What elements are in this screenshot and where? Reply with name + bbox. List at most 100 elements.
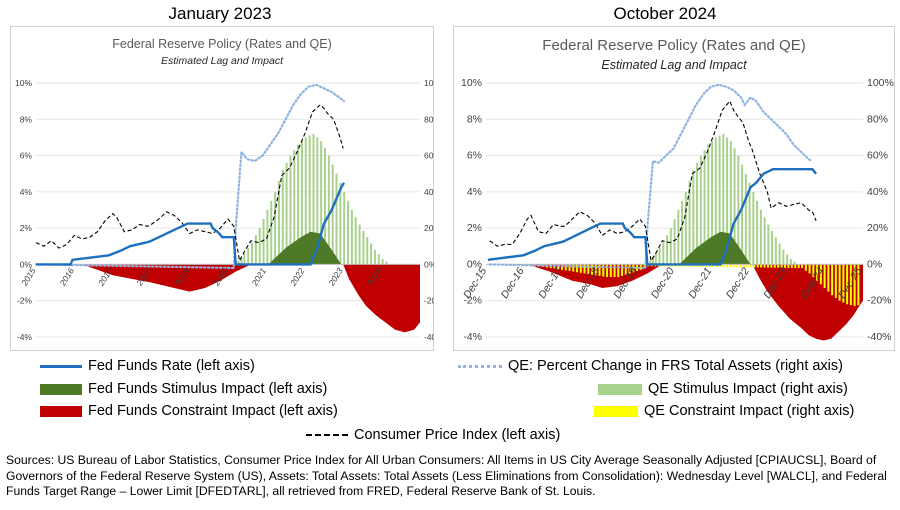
qe-constraint-bar	[794, 264, 797, 268]
legend-qe-constraint: QE Constraint Impact (right axis)	[594, 403, 854, 419]
qe-stimulus-bar	[240, 257, 243, 265]
qe-stimulus-bar	[752, 191, 755, 265]
ff-stimulus-area	[268, 231, 342, 265]
qe-stimulus-bar	[308, 135, 311, 265]
qe-stimulus-bar	[707, 144, 710, 265]
qe-stimulus-bar	[793, 261, 796, 265]
qe-constraint-bar	[790, 264, 793, 268]
qe-constraint-bar	[712, 264, 715, 267]
qe-stimulus-bar	[327, 155, 330, 265]
legend-fed-funds-rate: Fed Funds Rate (left axis)	[40, 358, 255, 374]
left-axis-tick-label: -4%	[17, 332, 33, 342]
legend-qe-stimulus: QE Stimulus Impact (right axis)	[598, 381, 848, 397]
qe-constraint-bar	[729, 264, 732, 268]
ff-constraint-area	[527, 264, 863, 341]
qe-constraint-bar	[598, 264, 601, 276]
area-swatch	[598, 383, 642, 395]
right-axis-tick-label: -20%	[867, 295, 892, 307]
qe-stimulus-bar	[786, 254, 789, 265]
left-axis-tick-label: 10%	[15, 78, 32, 88]
qe-stimulus-bar	[343, 191, 346, 265]
qe-constraint-bar	[572, 264, 575, 272]
qe-stimulus-bar	[789, 258, 792, 265]
qe-constraint-bar	[606, 264, 609, 278]
qe-constraint-bar	[583, 264, 586, 274]
qe-stimulus-bar	[281, 170, 284, 265]
qe-constraint-bar	[602, 264, 605, 277]
ff-constraint-area	[82, 264, 420, 333]
qe-stimulus-bar	[237, 260, 240, 265]
right-axis-tick-label: 100%	[424, 78, 434, 88]
qe-constraint-bar	[831, 264, 834, 296]
qe-constraint-bar	[624, 264, 627, 275]
left-axis-tick-label: 10%	[461, 77, 482, 89]
left-axis-tick-label: 2%	[467, 222, 482, 234]
qe-stimulus-bar	[649, 260, 652, 265]
qe-constraint-bar	[801, 264, 804, 269]
legend-ff-constraint: Fed Funds Constraint Impact (left axis)	[40, 403, 338, 419]
legend-label: QE Stimulus Impact (right axis)	[648, 381, 848, 397]
area-swatch	[40, 383, 82, 395]
qe-constraint-bar	[609, 264, 612, 278]
left-axis-tick-label: 0%	[20, 259, 33, 269]
fed-funds-rate-line	[36, 182, 346, 266]
qe-stimulus-bar	[673, 219, 676, 265]
qe-constraint-bar	[613, 264, 616, 278]
legend-label: Fed Funds Rate (left axis)	[88, 358, 255, 374]
qe-stimulus-bar	[304, 137, 307, 265]
left-axis-tick-label: -2%	[463, 295, 482, 307]
right-axis-tick-label: 20%	[424, 223, 434, 233]
qe-stimulus-bar	[722, 133, 725, 265]
qe-stimulus-bar	[324, 148, 326, 265]
qe-constraint-bar	[736, 264, 739, 268]
cpi-line	[489, 100, 817, 263]
legend-label: QE Constraint Impact (right axis)	[644, 403, 855, 419]
qe-stimulus-bar	[711, 141, 714, 265]
qe-constraint-bar	[743, 264, 746, 268]
qe-stimulus-bar	[251, 242, 254, 265]
qe-stimulus-bar	[718, 135, 721, 265]
right-axis-tick-label: 60%	[424, 151, 434, 161]
qe-constraint-bar	[621, 264, 624, 276]
qe-constraint-bar	[617, 264, 620, 278]
legend-cpi: Consumer Price Index (left axis)	[306, 427, 560, 443]
qe-stimulus-bar	[262, 219, 265, 265]
qe-constraint-bar	[784, 264, 787, 268]
qe-constraint-bar	[594, 264, 597, 276]
left-axis-tick-label: 0%	[467, 258, 482, 270]
qe-constraint-bar	[739, 264, 742, 268]
qe-constraint-bar	[564, 264, 567, 271]
qe-constraint-bar	[846, 264, 849, 305]
qe-stimulus-bar	[362, 230, 365, 265]
qe-stimulus-bar	[681, 200, 684, 265]
qe-stimulus-bar	[373, 249, 376, 265]
qe-stimulus-bar	[759, 209, 762, 265]
qe-constraint-bar	[628, 264, 631, 274]
right-axis-tick-label: 40%	[424, 187, 434, 197]
left-axis-tick-label: 8%	[20, 114, 33, 124]
qe-stimulus-bar	[744, 173, 747, 265]
qe-constraint-bar	[587, 264, 590, 275]
area-swatch	[594, 405, 638, 417]
qe-stimulus-bar	[274, 191, 277, 265]
area-swatch	[40, 405, 82, 417]
qe-stimulus-bar	[669, 228, 672, 265]
qe-stimulus-bar	[289, 155, 292, 265]
qe-stimulus-bar	[726, 137, 729, 265]
right-axis-tick-label: 100%	[867, 77, 894, 89]
qe-constraint-bar	[827, 264, 830, 292]
dotted-line-swatch	[458, 364, 502, 368]
qe-stimulus-bar	[741, 164, 744, 265]
qe-stimulus-bar	[270, 200, 273, 265]
qe-stimulus-bar	[703, 150, 706, 265]
qe-constraint-bar	[753, 264, 756, 268]
qe-stimulus-bar	[247, 248, 250, 265]
legend-label: Consumer Price Index (left axis)	[354, 427, 561, 443]
qe-stimulus-bar	[684, 191, 687, 265]
qe-constraint-bar	[722, 264, 725, 268]
qe-constraint-bar	[834, 264, 837, 298]
qe-constraint-bar	[823, 264, 826, 288]
legend-label: Fed Funds Stimulus Impact (left axis)	[88, 381, 328, 397]
qe-stimulus-bar	[763, 217, 766, 265]
line-swatch	[40, 364, 82, 368]
